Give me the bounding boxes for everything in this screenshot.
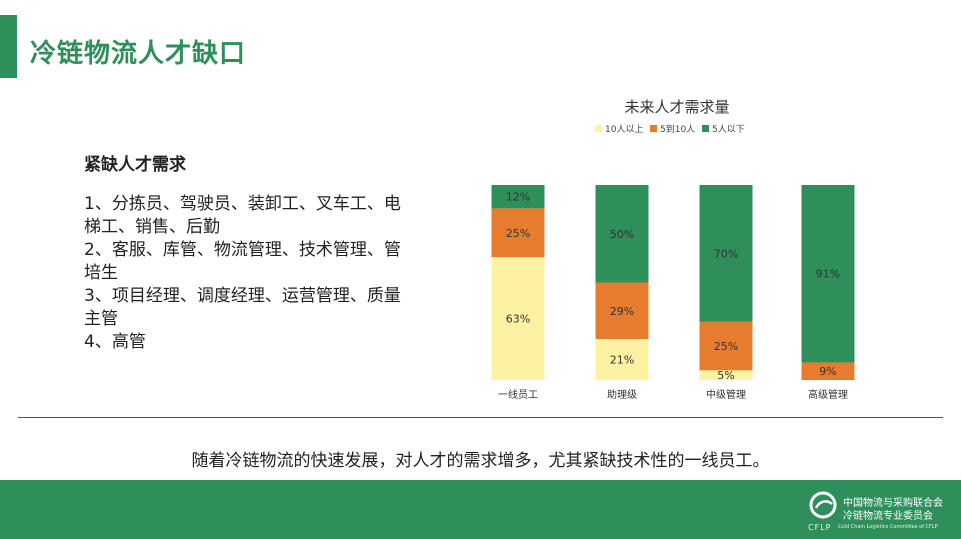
bar-3-series-1 [699,370,753,380]
shortage-item-2: 2、客服、库管、物流管理、技术管理、管培生 [84,240,401,283]
legend-label-2: 5到10人 [660,123,695,135]
org-name-line1: 中国物流与采购联合会 [843,498,943,509]
cflp-logo-icon [809,491,837,519]
bar-2-series-3 [595,185,649,283]
bar-4-series-3 [801,185,855,363]
org-name-line2: 冷链物流专业委员会 [843,511,933,522]
bar-4-series-2 [801,362,855,380]
bar-3-series-3 [699,185,753,322]
org-logo: 中国物流与采购联合会 冷链物流专业委员会 CFLP Cold Chain Log… [808,490,958,535]
data-label-4-series-2: 9% [819,365,836,378]
bar-2-series-1 [595,339,649,380]
shortage-item-4: 4、高管 [84,332,146,352]
data-label-2-series-2: 29% [610,305,634,318]
org-abbr: CFLP [808,523,832,532]
conclusion-text: 随着冷链物流的快速发展，对人才的需求增多，尤其紧缺技术性的一线员工。 [191,451,770,471]
legend-swatch-2 [650,125,657,132]
data-label-2-series-3: 50% [610,228,634,241]
bar-1-series-1 [491,257,545,380]
chart-title: 未来人才需求量 [624,98,729,116]
legend-swatch-1 [595,125,602,132]
title-accent-bar [0,15,17,78]
legend-label-3: 5人以下 [712,124,745,135]
bar-1-series-3 [491,185,545,209]
data-label-3-series-2: 25% [714,340,738,353]
data-label-3-series-1: 5% [717,369,734,382]
data-label-3-series-3: 70% [714,247,738,260]
category-label-2: 助理级 [607,388,637,401]
footer-bar [0,480,961,539]
data-label-1-series-3: 12% [506,191,530,204]
bar-2-series-2 [595,282,649,340]
demand-chart: 未来人才需求量 10人以上 5到10人 5人以下 63% 25% 12% 一线员工 21% 29%… [491,98,855,401]
data-label-1-series-2: 25% [506,227,530,240]
shortage-item-1: 1、分拣员、驾驶员、装卸工、叉车工、电梯工、销售、后勤 [84,194,401,237]
data-label-4-series-3: 91% [816,268,840,281]
page-title: 冷链物流人才缺口 [30,39,247,69]
bar-3-series-2 [699,321,753,371]
category-label-1: 一线员工 [498,388,538,401]
category-label-4: 高级管理 [808,388,848,401]
shortage-list: 1、分拣员、驾驶员、装卸工、叉车工、电梯工、销售、后勤 2、客服、库管、物流管理… [84,193,404,354]
legend-label-1: 10人以上 [605,124,643,135]
shortage-item-3: 3、项目经理、调度经理、运营管理、质量主管 [84,286,401,329]
divider [18,417,943,418]
data-label-2-series-1: 21% [610,354,634,367]
category-label-3: 中级管理 [706,388,746,401]
org-subtitle: Cold Chain Logistics Committee of CFLP [838,524,938,530]
legend-swatch-3 [702,125,709,132]
data-label-1-series-1: 63% [506,313,530,326]
shortage-heading: 紧缺人才需求 [84,155,186,175]
bar-1-series-2 [491,208,545,258]
